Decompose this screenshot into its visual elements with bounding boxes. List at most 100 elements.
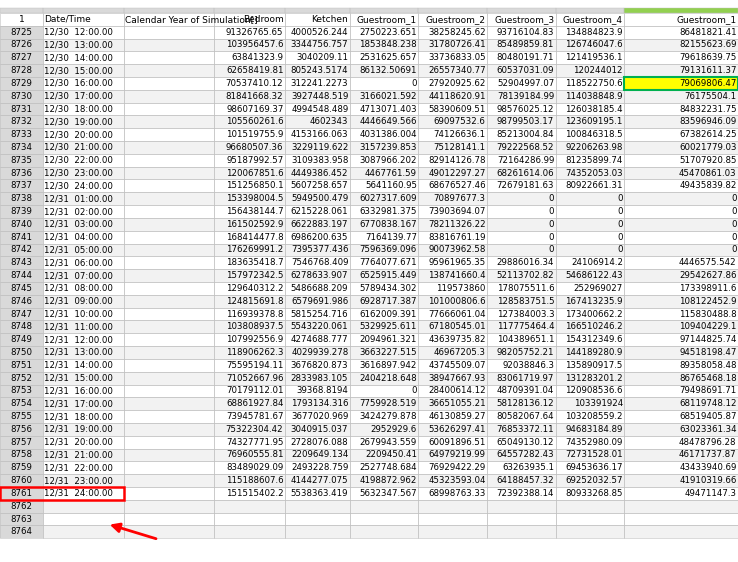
- Bar: [43, 51, 124, 64]
- Text: 8740: 8740: [10, 220, 32, 229]
- Bar: [624, 487, 738, 500]
- Bar: [43, 26, 124, 39]
- Bar: [43, 397, 124, 410]
- Bar: [214, 90, 285, 103]
- Text: 8741: 8741: [10, 233, 32, 242]
- Bar: [214, 320, 285, 333]
- Bar: [285, 179, 350, 192]
- Bar: [350, 205, 418, 218]
- Bar: [0, 384, 43, 397]
- Bar: [556, 128, 624, 141]
- Bar: [285, 423, 350, 436]
- Bar: [285, 192, 350, 205]
- Bar: [0, 397, 43, 410]
- Bar: [0, 103, 43, 115]
- Bar: [0, 346, 43, 359]
- Bar: [0, 167, 43, 179]
- Text: 12/31  15:00.00: 12/31 15:00.00: [44, 374, 113, 383]
- Bar: [487, 179, 556, 192]
- Bar: [487, 167, 556, 179]
- Bar: [285, 307, 350, 320]
- Bar: [487, 423, 556, 436]
- Bar: [43, 448, 124, 461]
- Bar: [285, 436, 350, 448]
- Bar: [124, 295, 214, 307]
- Bar: [624, 282, 738, 295]
- Text: 77666061.04: 77666061.04: [428, 310, 486, 319]
- Bar: [0, 269, 43, 282]
- Bar: [418, 51, 487, 64]
- Text: 4446649.566: 4446649.566: [359, 117, 417, 126]
- Bar: [556, 384, 624, 397]
- Bar: [418, 436, 487, 448]
- Bar: [418, 179, 487, 192]
- Bar: [214, 423, 285, 436]
- Text: 8730: 8730: [10, 92, 32, 101]
- Bar: [43, 128, 124, 141]
- Bar: [624, 525, 738, 538]
- Text: Ketchen: Ketchen: [311, 15, 348, 24]
- Bar: [124, 154, 214, 167]
- Bar: [487, 295, 556, 307]
- Text: 12/30  21:00.00: 12/30 21:00.00: [44, 143, 113, 152]
- Bar: [43, 423, 124, 436]
- Bar: [285, 410, 350, 423]
- Bar: [350, 346, 418, 359]
- Bar: [418, 231, 487, 243]
- Text: 94683184.89: 94683184.89: [565, 425, 623, 434]
- Bar: [624, 397, 738, 410]
- Bar: [556, 487, 624, 500]
- Bar: [418, 423, 487, 436]
- Bar: [0, 282, 43, 295]
- Text: 144189280.9: 144189280.9: [565, 348, 623, 357]
- Text: 79131611.37: 79131611.37: [679, 66, 737, 75]
- Bar: [350, 115, 418, 128]
- Text: 80582067.64: 80582067.64: [497, 412, 554, 421]
- Text: Guestroom_2: Guestroom_2: [426, 15, 486, 24]
- Bar: [487, 90, 556, 103]
- Text: 12/30  15:00.00: 12/30 15:00.00: [44, 66, 113, 75]
- Bar: [418, 77, 487, 90]
- Bar: [124, 436, 214, 448]
- Bar: [624, 513, 738, 525]
- Bar: [556, 333, 624, 346]
- Bar: [350, 410, 418, 423]
- Bar: [124, 205, 214, 218]
- Bar: [214, 410, 285, 423]
- Bar: [350, 295, 418, 307]
- Bar: [418, 513, 487, 525]
- Bar: [214, 423, 285, 436]
- Bar: [350, 77, 418, 90]
- Bar: [214, 359, 285, 371]
- Text: Guestroom_4: Guestroom_4: [563, 15, 623, 24]
- Bar: [350, 103, 418, 115]
- Bar: [556, 218, 624, 231]
- Bar: [556, 513, 624, 525]
- Text: 0: 0: [731, 233, 737, 242]
- Bar: [350, 51, 418, 64]
- Bar: [418, 384, 487, 397]
- Bar: [285, 461, 350, 474]
- Bar: [285, 8, 350, 13]
- Bar: [0, 192, 43, 205]
- Bar: [43, 269, 124, 282]
- Bar: [487, 51, 556, 64]
- Bar: [285, 359, 350, 371]
- Bar: [0, 13, 43, 26]
- Bar: [285, 371, 350, 384]
- Bar: [124, 39, 214, 51]
- Text: 12/31  10:00.00: 12/31 10:00.00: [44, 310, 113, 319]
- Bar: [124, 282, 214, 295]
- Bar: [487, 513, 556, 525]
- Bar: [418, 90, 487, 103]
- Bar: [556, 346, 624, 359]
- Bar: [214, 115, 285, 128]
- Text: 103956457.6: 103956457.6: [226, 40, 283, 49]
- Text: 7546768.409: 7546768.409: [291, 259, 348, 268]
- Bar: [0, 525, 43, 538]
- Bar: [556, 410, 624, 423]
- Bar: [285, 205, 350, 218]
- Bar: [214, 141, 285, 154]
- Bar: [350, 295, 418, 307]
- Text: 4446575.542: 4446575.542: [679, 259, 737, 268]
